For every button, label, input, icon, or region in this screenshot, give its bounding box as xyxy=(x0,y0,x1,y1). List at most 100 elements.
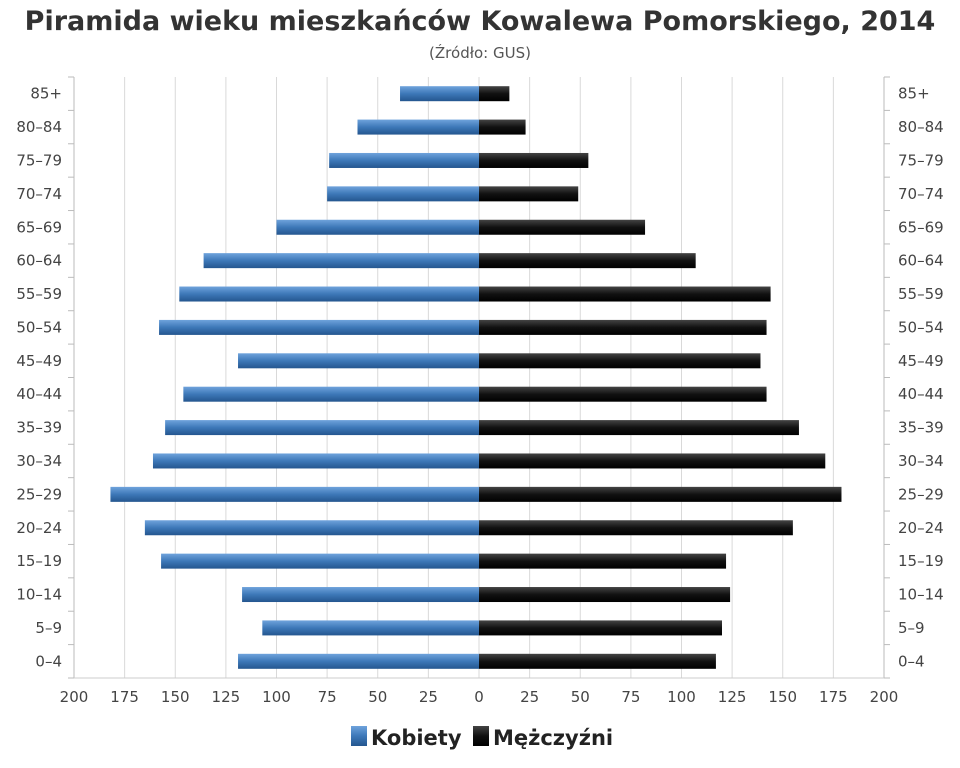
category-label-left: 5–9 xyxy=(35,619,62,637)
legend-swatch[interactable] xyxy=(473,726,489,746)
bar-male[interactable] xyxy=(479,620,722,636)
x-tick-label: 100 xyxy=(667,688,696,706)
x-tick-label: 200 xyxy=(60,688,89,706)
x-tick-label: 75 xyxy=(621,688,640,706)
bar-female[interactable] xyxy=(110,486,479,502)
category-label-left: 20–24 xyxy=(16,519,62,537)
bar-male[interactable] xyxy=(479,420,799,436)
x-tick-label: 175 xyxy=(110,688,139,706)
x-tick-label: 150 xyxy=(768,688,797,706)
bar-female[interactable] xyxy=(161,553,479,569)
bar-female[interactable] xyxy=(144,520,479,536)
chart-subtitle: (Źródło: GUS) xyxy=(429,44,531,62)
category-label-left: 85+ xyxy=(30,85,62,103)
bar-female[interactable] xyxy=(165,420,479,436)
category-label-left: 60–64 xyxy=(16,252,62,270)
category-label-left: 80–84 xyxy=(16,118,62,136)
bar-male[interactable] xyxy=(479,286,771,302)
category-label-right: 20–24 xyxy=(898,519,944,537)
bar-female[interactable] xyxy=(400,86,479,102)
bar-female[interactable] xyxy=(357,119,480,135)
category-label-right: 60–64 xyxy=(898,252,944,270)
category-label-left: 35–39 xyxy=(16,419,62,437)
legend[interactable]: Kobiety Mężczyźni xyxy=(351,726,613,750)
bar-female[interactable] xyxy=(203,253,479,269)
category-label-right: 15–19 xyxy=(898,552,944,570)
category-label-right: 10–14 xyxy=(898,586,944,604)
bar-female[interactable] xyxy=(179,286,480,302)
bar-male[interactable] xyxy=(479,587,731,603)
x-tick-label: 0 xyxy=(474,688,484,706)
bar-female[interactable] xyxy=(327,186,479,202)
category-label-right: 80–84 xyxy=(898,118,944,136)
category-label-left: 50–54 xyxy=(16,318,62,336)
category-label-left: 55–59 xyxy=(16,285,62,303)
bar-male[interactable] xyxy=(479,386,767,402)
bar-female[interactable] xyxy=(238,353,479,369)
x-tick-label: 25 xyxy=(520,688,539,706)
category-label-left: 15–19 xyxy=(16,552,62,570)
chart-title: Piramida wieku mieszkańców Kowalewa Pomo… xyxy=(24,6,936,37)
x-tick-label: 50 xyxy=(571,688,590,706)
bar-male[interactable] xyxy=(479,319,767,335)
category-label-right: 0–4 xyxy=(898,652,925,670)
x-tick-label: 150 xyxy=(161,688,190,706)
x-tick-label: 100 xyxy=(262,688,291,706)
bar-male[interactable] xyxy=(479,86,510,102)
x-tick-label: 75 xyxy=(318,688,337,706)
bar-male[interactable] xyxy=(479,353,761,369)
category-label-right: 25–29 xyxy=(898,485,944,503)
category-label-right: 35–39 xyxy=(898,419,944,437)
bar-female[interactable] xyxy=(276,219,480,235)
category-label-left: 65–69 xyxy=(16,218,62,236)
legend-swatch[interactable] xyxy=(351,726,367,746)
legend-label[interactable]: Mężczyźni xyxy=(493,726,613,750)
bar-male[interactable] xyxy=(479,520,793,536)
bar-female[interactable] xyxy=(238,653,479,669)
category-label-right: 40–44 xyxy=(898,385,944,403)
bar-male[interactable] xyxy=(479,219,646,235)
category-label-right: 55–59 xyxy=(898,285,944,303)
bar-male[interactable] xyxy=(479,486,842,502)
category-label-left: 25–29 xyxy=(16,485,62,503)
axes xyxy=(68,76,890,679)
category-label-right: 45–49 xyxy=(898,352,944,370)
bar-female[interactable] xyxy=(242,587,479,603)
bar-male[interactable] xyxy=(479,152,589,168)
category-label-left: 30–34 xyxy=(16,452,62,470)
bar-male[interactable] xyxy=(479,653,716,669)
bar-female[interactable] xyxy=(262,620,479,636)
legend-label[interactable]: Kobiety xyxy=(371,726,462,750)
category-label-right: 5–9 xyxy=(898,619,925,637)
category-label-right: 50–54 xyxy=(898,318,944,336)
category-label-left: 75–79 xyxy=(16,151,62,169)
category-label-right: 70–74 xyxy=(898,185,944,203)
category-label-right: 85+ xyxy=(898,85,930,103)
category-label-left: 10–14 xyxy=(16,586,62,604)
category-label-right: 65–69 xyxy=(898,218,944,236)
x-tick-label: 50 xyxy=(368,688,387,706)
category-label-right: 30–34 xyxy=(898,452,944,470)
bar-female[interactable] xyxy=(183,386,479,402)
category-label-right: 75–79 xyxy=(898,151,944,169)
bar-male[interactable] xyxy=(479,253,696,269)
x-tick-label: 25 xyxy=(419,688,438,706)
bar-male[interactable] xyxy=(479,453,826,469)
category-label-left: 70–74 xyxy=(16,185,62,203)
bar-female[interactable] xyxy=(159,319,480,335)
category-label-left: 0–4 xyxy=(35,652,62,670)
category-label-left: 40–44 xyxy=(16,385,62,403)
bar-male[interactable] xyxy=(479,186,579,202)
x-tick-label: 125 xyxy=(718,688,747,706)
bar-male[interactable] xyxy=(479,119,526,135)
x-tick-label: 175 xyxy=(819,688,848,706)
bars xyxy=(110,86,842,669)
x-tick-label: 200 xyxy=(870,688,899,706)
bar-male[interactable] xyxy=(479,553,727,569)
bar-female[interactable] xyxy=(329,152,479,168)
bar-female[interactable] xyxy=(152,453,479,469)
tick-labels: 200 175 150 125 100 75 50 25 0 25 50 75 100 125 150 175… xyxy=(16,85,943,706)
x-tick-label: 125 xyxy=(212,688,241,706)
category-label-left: 45–49 xyxy=(16,352,62,370)
